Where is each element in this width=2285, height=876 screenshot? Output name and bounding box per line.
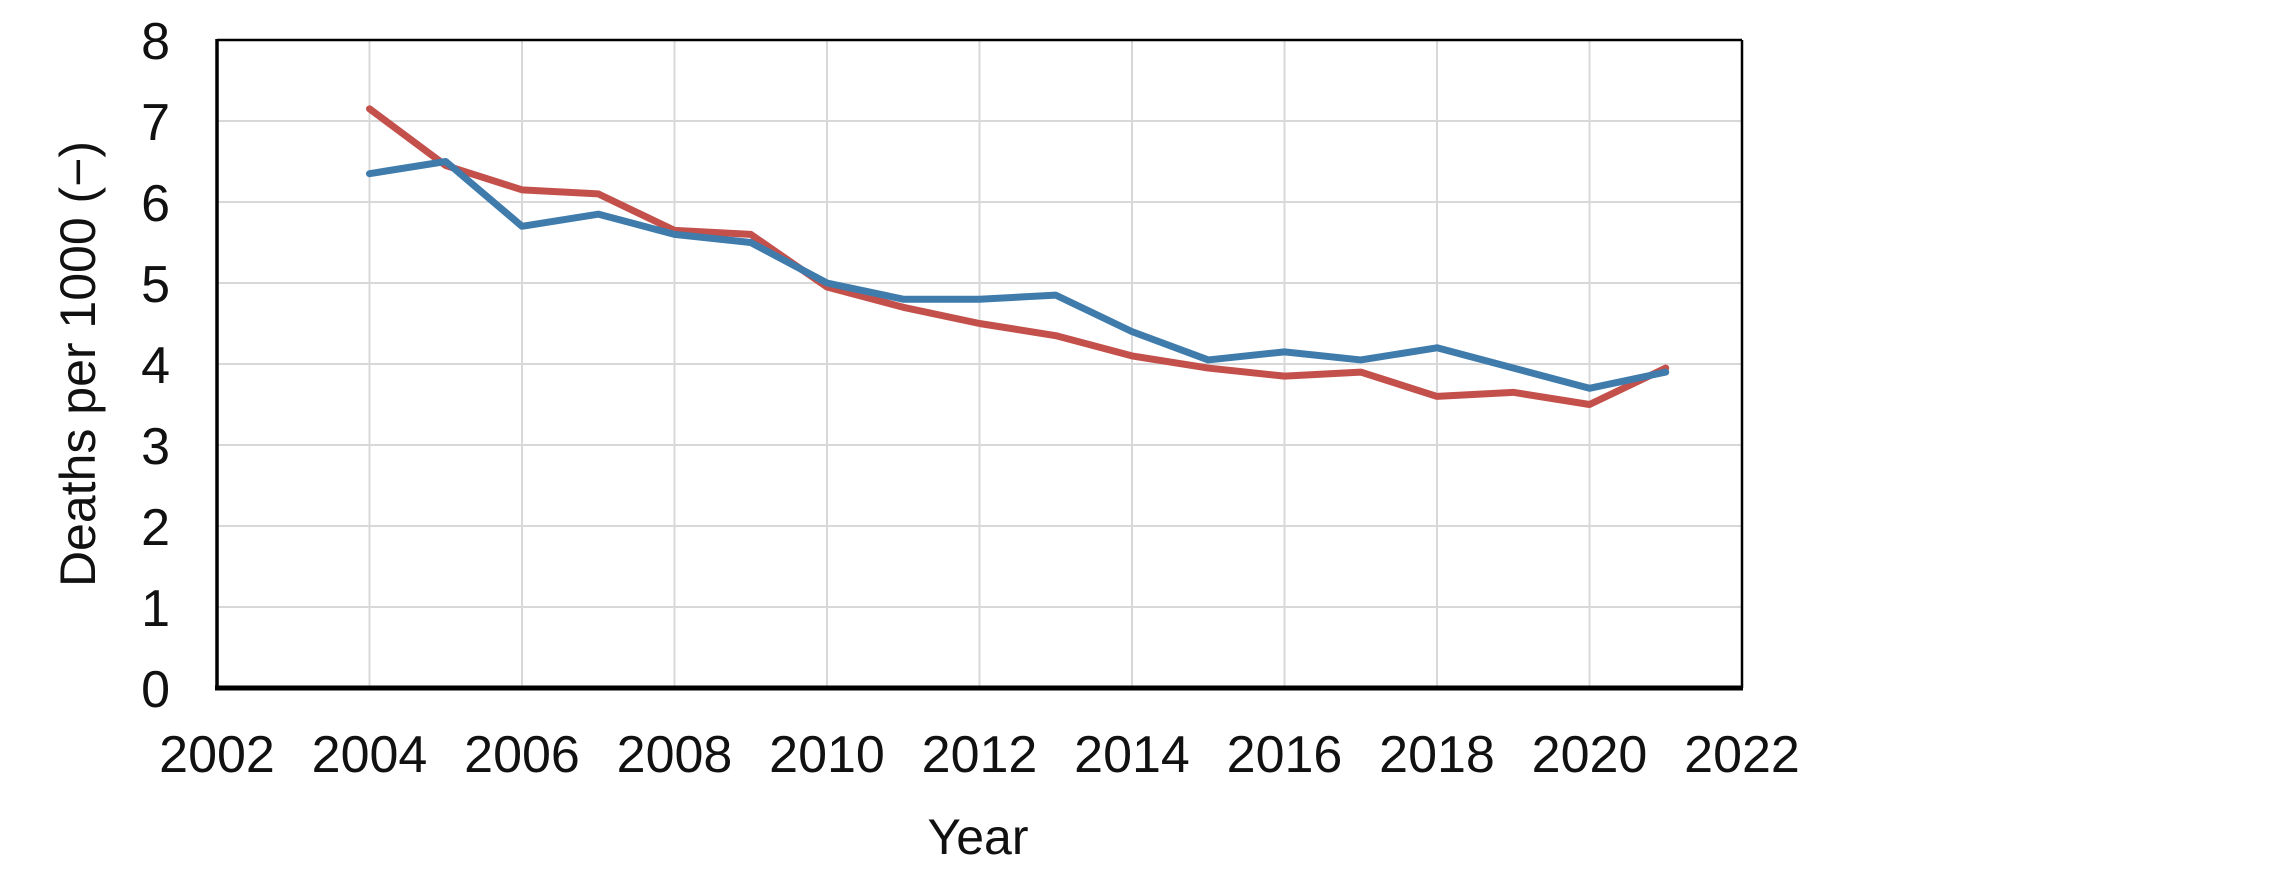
y-tick-label: 7 [141,94,170,152]
y-axis-title: Deaths per 1000 (−) [50,140,106,588]
x-tick-label: 2002 [159,726,275,784]
x-tick-label: 2016 [1227,726,1343,784]
x-tick-label: 2010 [769,726,885,784]
x-tick-label: 2014 [1074,726,1190,784]
y-tick-label: 6 [141,175,170,233]
cities-line [366,105,1670,408]
y-tick-label: 8 [141,13,170,71]
x-tick-label: 2004 [312,726,428,784]
y-tick-label: 5 [141,256,170,314]
x-tick-label: 2018 [1379,726,1495,784]
y-tick-label: 0 [141,661,170,719]
y-tick-label: 1 [141,580,170,638]
x-tick-label: 2022 [1684,726,1800,784]
y-tick-label: 2 [141,499,170,557]
x-tick-label: 2008 [617,726,733,784]
rural-settlements-line [366,158,1670,392]
x-tick-label: 2006 [464,726,580,784]
y-tick-label: 4 [141,337,170,395]
y-tick-label: 3 [141,418,170,476]
x-tick-label: 2020 [1532,726,1648,784]
x-tick-label: 2012 [922,726,1038,784]
x-axis-title: Year [927,809,1029,865]
